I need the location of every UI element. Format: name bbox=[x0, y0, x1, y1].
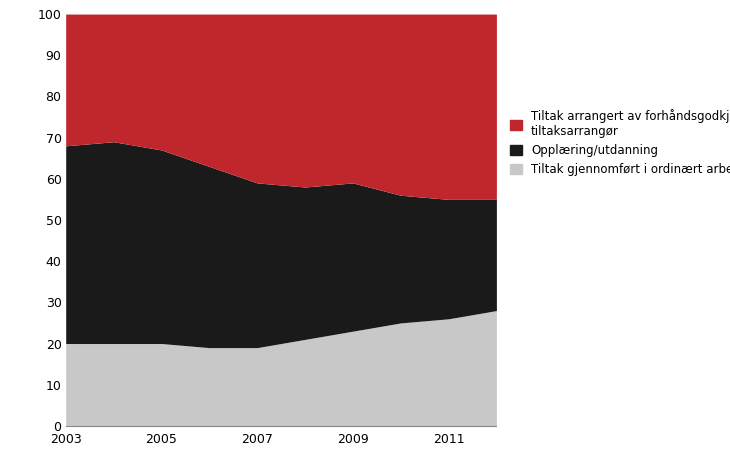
Legend: Tiltak arrangert av forhåndsgodkjent
tiltaksarrangør, Opplæring/utdanning, Tilta: Tiltak arrangert av forhåndsgodkjent til… bbox=[505, 105, 730, 181]
